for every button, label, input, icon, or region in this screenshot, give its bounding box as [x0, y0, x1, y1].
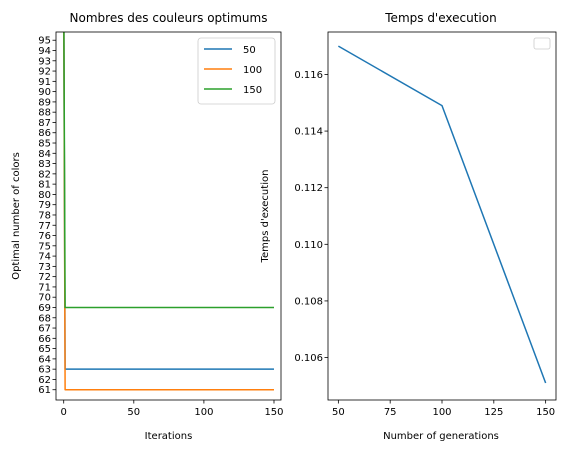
plot-left: Nombres des couleurs optimums 0 50 100 150 … [11, 11, 284, 442]
y-tick-label: 86 [38, 128, 51, 139]
left-chart-title: Nombres des couleurs optimums [70, 11, 268, 25]
y-tick-label: 81 [38, 180, 51, 191]
x-tick-label: 0 [61, 407, 67, 418]
legend-label-150: 150 [243, 85, 262, 96]
y-tick-label: 66 [38, 334, 51, 345]
y-tick-label: 90 [38, 87, 51, 98]
left-y-ticks: 6162636465666768697071727374757677787980… [38, 36, 56, 396]
y-tick-label: 95 [38, 36, 51, 47]
y-tick-label: 67 [38, 324, 51, 335]
y-tick-label: 0.106 [294, 353, 323, 364]
x-tick-label: 75 [384, 407, 397, 418]
plot-right: Temps d'execution 50 75 100 125 150 0.1060.1… [260, 11, 557, 442]
x-tick-label: 100 [194, 407, 213, 418]
y-tick-label: 71 [38, 282, 51, 293]
y-tick-label: 77 [38, 221, 51, 232]
right-x-axis-label: Number of generations [383, 431, 499, 442]
x-tick-label: 50 [127, 407, 140, 418]
x-tick-label: 150 [264, 407, 283, 418]
x-tick-label: 150 [536, 407, 555, 418]
y-tick-label: 80 [38, 190, 51, 201]
y-tick-label: 78 [38, 210, 51, 221]
right-axes-frame [327, 31, 557, 401]
y-tick-label: 83 [38, 159, 51, 170]
y-tick-label: 61 [38, 385, 51, 396]
left-series-lines [63, 32, 274, 391]
legend-label-100: 100 [243, 65, 262, 76]
y-tick-label: 72 [38, 272, 51, 283]
x-tick-label: 100 [432, 407, 451, 418]
x-tick-label: 125 [484, 407, 503, 418]
left-axes-frame [55, 31, 282, 401]
right-legend-box [533, 37, 551, 50]
series-line-0-2 [63, 32, 274, 309]
y-tick-label: 79 [38, 200, 51, 211]
left-x-axis-label: Iterations [145, 431, 193, 442]
y-tick-label: 82 [38, 169, 51, 180]
y-tick-label: 64 [38, 354, 51, 365]
left-x-ticks: 0 50 100 150 [61, 400, 284, 418]
left-legend-box [197, 37, 276, 105]
y-tick-label: 0.108 [294, 296, 323, 307]
right-y-ticks: 0.106 0.108 0.110 0.112 0.114 0.116 [294, 70, 328, 364]
y-tick-label: 91 [38, 77, 51, 88]
y-tick-label: 76 [38, 231, 51, 242]
y-tick-label: 87 [38, 118, 51, 129]
right-series-lines [337, 45, 547, 384]
y-tick-label: 0.116 [294, 70, 323, 81]
y-tick-label: 62 [38, 375, 51, 386]
right-chart-title: Temps d'execution [384, 11, 496, 25]
y-tick-label: 0.112 [294, 183, 323, 194]
y-tick-label: 63 [38, 365, 51, 376]
y-tick-label: 65 [38, 344, 51, 355]
right-x-ticks: 50 75 100 125 150 [332, 400, 555, 418]
y-tick-label: 85 [38, 139, 51, 150]
y-tick-label: 92 [38, 67, 51, 78]
y-tick-label: 74 [38, 252, 51, 263]
y-tick-label: 0.110 [294, 240, 323, 251]
y-tick-label: 84 [38, 149, 51, 160]
left-y-axis-label: Optimal number of colors [11, 152, 22, 280]
y-tick-label: 0.114 [294, 127, 323, 138]
y-tick-label: 93 [38, 56, 51, 67]
y-tick-label: 68 [38, 313, 51, 324]
y-tick-label: 70 [38, 293, 51, 304]
left-legend: 50 100 150 [197, 37, 276, 105]
y-tick-label: 69 [38, 303, 51, 314]
y-tick-label: 73 [38, 262, 51, 273]
x-tick-label: 50 [332, 407, 345, 418]
series-line-1-0 [337, 45, 547, 384]
y-tick-label: 75 [38, 241, 51, 252]
y-tick-label: 89 [38, 97, 51, 108]
legend-label-50: 50 [243, 45, 256, 56]
y-tick-label: 94 [38, 46, 51, 57]
y-tick-label: 88 [38, 108, 51, 119]
right-y-axis-label: Temps d'execution [260, 170, 271, 264]
